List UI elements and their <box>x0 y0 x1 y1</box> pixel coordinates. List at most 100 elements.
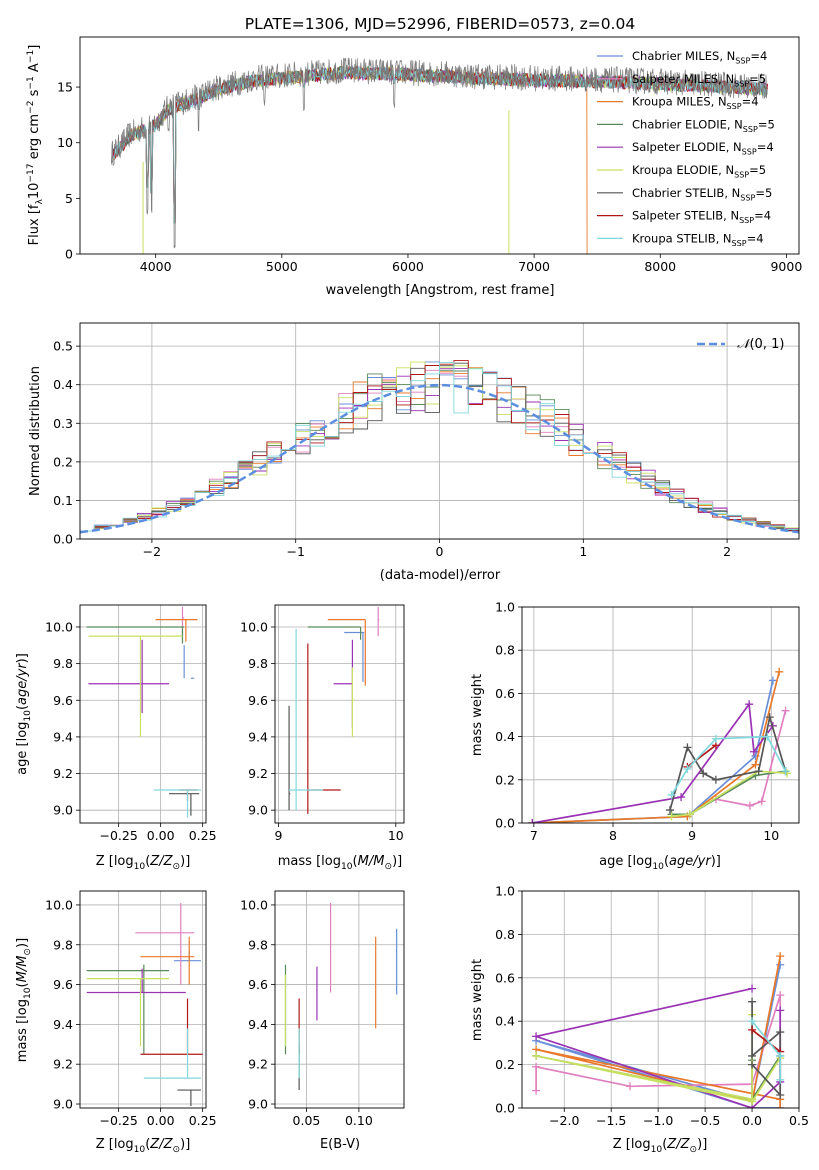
mass-vs-EBV-axes: 0.05 0.10 9.0 9.2 9.4 9.6 9.8 10.0 <box>240 890 405 1128</box>
x-tick-label: 2 <box>723 544 731 559</box>
legend-entry: Salpeter MILES, NSSP=5 <box>632 72 766 88</box>
x-tick-label: 5000 <box>266 259 298 274</box>
axes-frame <box>274 604 405 824</box>
mass-vs-Z-axes: −0.25 0.00 0.25 9.0 9.2 9.4 9.6 9.8 10.0 <box>45 890 217 1128</box>
y-tick-label: 9.6 <box>53 977 73 992</box>
plus-marker <box>763 732 772 741</box>
y-tick-label: 0.5 <box>53 339 73 354</box>
y-tick-label: 10.0 <box>240 897 268 912</box>
mass-vs-Z-plot-area <box>86 902 203 1107</box>
plus-marker <box>776 1090 785 1099</box>
y-axis-label: Flux [fλ10−17 erg cm−2 s−1 A−1] <box>26 45 45 246</box>
x-tick-label: 10 <box>388 828 404 843</box>
y-tick-label: 9.4 <box>248 1017 268 1032</box>
plus-marker <box>776 960 785 969</box>
x-tick-label: 8 <box>609 828 617 843</box>
legend-entry: Kroupa MILES, NSSP=4 <box>632 95 759 111</box>
x-tick-label: 0.00 <box>147 1113 175 1128</box>
y-tick-label: 9.0 <box>248 803 268 818</box>
x-tick-label: 7000 <box>518 259 550 274</box>
plus-marker <box>711 734 720 743</box>
y-tick-label: 9.0 <box>53 803 73 818</box>
plus-marker <box>685 810 694 819</box>
x-tick-label: −2.0 <box>549 1113 579 1128</box>
x-axis-label: E(B-V) <box>320 1137 360 1152</box>
y-tick-label: 0.2 <box>53 454 73 469</box>
axes-frame <box>79 890 207 1109</box>
y-tick-label: 9.8 <box>248 937 268 952</box>
residuals-plot-area <box>80 360 799 534</box>
plus-marker <box>532 1086 541 1095</box>
plus-marker <box>776 1104 785 1108</box>
plus-marker <box>781 767 790 776</box>
plus-marker <box>683 765 692 773</box>
x-tick-label: 9 <box>275 828 283 843</box>
x-tick-label: −0.5 <box>690 1113 720 1128</box>
plus-marker <box>625 1082 634 1091</box>
massweight-vs-Z-plot-area <box>532 952 785 1108</box>
plus-marker <box>776 1028 785 1037</box>
legend-entry: Chabrier ELODIE, NSSP=5 <box>632 117 775 133</box>
plus-marker <box>528 819 537 823</box>
x-tick-label: 9000 <box>770 259 802 274</box>
axes-frame <box>521 606 800 824</box>
plus-marker <box>751 760 760 769</box>
y-tick-label: 0.2 <box>495 1057 515 1072</box>
plus-marker <box>748 1025 757 1034</box>
plus-marker <box>532 1051 541 1060</box>
mass-vs-EBV-plot-area <box>284 902 398 1091</box>
x-tick-label: 0.0 <box>742 1113 762 1128</box>
x-axis-label: age [log10(age/yr)] <box>599 854 721 872</box>
plus-marker <box>532 1032 541 1041</box>
massweight-vs-age-axes: 7 8 9 10 0.0 0.2 0.4 0.6 0.8 1.0 <box>495 600 800 843</box>
plus-marker <box>776 1075 785 1084</box>
x-tick-label: 0.10 <box>345 1113 373 1128</box>
y-tick-label: 0.3 <box>53 416 73 431</box>
mass-weight-line-salpeter-stelib <box>751 1029 781 1053</box>
age-vs-mass-plot-area <box>288 606 380 814</box>
mass-vs-EBV-frame: 0.05 0.10 9.0 9.2 9.4 9.6 9.8 10.0 <box>240 890 405 1128</box>
x-axis-label: Z [log10(Z/Z⊙)] <box>96 1137 191 1155</box>
plus-marker <box>677 793 686 802</box>
axes-frame <box>521 890 800 1109</box>
y-tick-label: 9.8 <box>53 656 73 671</box>
plus-marker <box>532 1062 541 1071</box>
plus-marker <box>699 769 708 778</box>
y-tick-label: 0.4 <box>53 377 73 392</box>
plus-marker <box>781 706 790 715</box>
y-tick-label: 0.0 <box>495 1101 515 1116</box>
y-tick-label: 9.0 <box>248 1097 268 1112</box>
y-tick-label: 9.6 <box>248 977 268 992</box>
x-tick-label: −1.5 <box>596 1113 626 1128</box>
plus-marker <box>776 1006 785 1015</box>
legend-entry: Salpeter STELIB, NSSP=4 <box>632 209 771 225</box>
y-tick-label: 9.4 <box>248 729 268 744</box>
y-axis-label: mass weight <box>470 959 485 1041</box>
y-tick-label: 9.2 <box>248 766 268 781</box>
x-axis-label: mass [log10(M/M⊙)] <box>278 854 402 872</box>
y-tick-label: 9.0 <box>53 1097 73 1112</box>
x-tick-label: −0.25 <box>99 828 137 843</box>
x-tick-label: 0.25 <box>189 1113 217 1128</box>
massweight-vs-age-frame: 7 8 9 10 0.0 0.2 0.4 0.6 0.8 1.0 <box>495 600 800 843</box>
plus-marker <box>749 747 758 756</box>
x-tick-label: 0 <box>436 544 444 559</box>
y-tick-label: 0.1 <box>53 493 73 508</box>
mass-weight-line-kroupa-elodie <box>671 770 788 818</box>
mass-weight-line-chabrier-elodie <box>671 770 786 816</box>
y-tick-label: 9.6 <box>248 693 268 708</box>
mass-vs-Z-frame: −0.25 0.00 0.25 9.0 9.2 9.4 9.6 9.8 10.0 <box>45 890 217 1128</box>
x-tick-label: −1 <box>286 544 304 559</box>
plus-marker <box>683 743 692 752</box>
plus-marker <box>768 676 777 685</box>
spectrum-plot-area <box>111 57 768 254</box>
y-tick-label: 0.2 <box>495 772 515 787</box>
y-tick-label: 15 <box>57 80 73 95</box>
plus-marker <box>745 801 754 810</box>
spectrum-axes: 4000 5000 6000 7000 8000 9000 0 5 10 15 Chabrier M… <box>57 36 802 274</box>
y-tick-label: 1.0 <box>495 884 515 899</box>
axes-frame <box>79 604 207 824</box>
age-vs-mass-frame: 9 10 9.0 9.2 9.4 9.6 9.8 10.0 <box>240 604 405 843</box>
x-tick-label: 1 <box>579 544 587 559</box>
